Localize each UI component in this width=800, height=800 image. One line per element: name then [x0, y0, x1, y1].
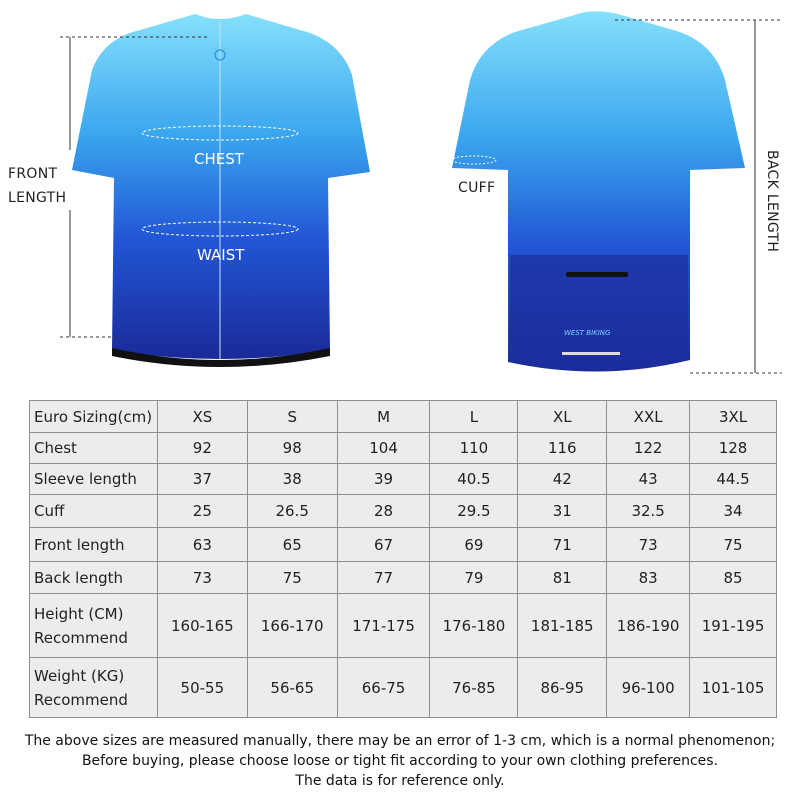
table-cell: 40.5 — [429, 463, 519, 495]
header-label: Euro Sizing(cm) — [29, 400, 158, 433]
table-cell: 31 — [517, 494, 608, 528]
size-header: 3XL — [689, 400, 777, 433]
table-row: Back length 73 75 77 79 81 83 85 — [29, 561, 777, 594]
table-cell: 44.5 — [689, 463, 777, 495]
table-cell: 75 — [689, 527, 777, 562]
table-row: Cuff 25 26.5 28 29.5 31 32.5 34 — [29, 494, 777, 528]
table-cell: 66-75 — [336, 657, 431, 718]
table-cell: 186-190 — [606, 593, 691, 658]
size-header: XXL — [606, 400, 691, 433]
table-cell: 191-195 — [689, 593, 777, 658]
table-cell: 56-65 — [246, 657, 338, 718]
brand-logo: WEST BIKING — [564, 329, 611, 337]
back-length-arrow — [615, 19, 782, 374]
table-cell: 67 — [336, 527, 431, 562]
table-cell: 65 — [246, 527, 338, 562]
back-length-label: BACK LENGTH — [764, 150, 780, 253]
table-cell: 104 — [336, 432, 431, 464]
table-cell: 39 — [336, 463, 431, 495]
table-cell: 76-85 — [429, 657, 519, 718]
table-cell: 116 — [517, 432, 608, 464]
table-cell: 34 — [689, 494, 777, 528]
size-table: Euro Sizing(cm) XS S M L XL XXL 3XL Chest 92 98 104… — [29, 400, 777, 718]
table-cell: 101-105 — [689, 657, 777, 718]
size-header: XS — [156, 400, 248, 433]
table-row: Sleeve length 37 38 39 40.5 42 43 44.5 — [29, 463, 777, 495]
table-cell: 160-165 — [156, 593, 248, 658]
front-length-arrow — [60, 36, 210, 338]
table-cell: 110 — [429, 432, 519, 464]
row-label: Height (CM) Recommend — [29, 593, 158, 658]
table-cell: 38 — [246, 463, 338, 495]
table-cell: 166-170 — [246, 593, 338, 658]
note-line-1: The above sizes are measured manually, t… — [24, 733, 776, 749]
front-length-label-line2: LENGTH — [8, 190, 67, 206]
table-cell: 43 — [606, 463, 691, 495]
table-cell: 98 — [246, 432, 338, 464]
cuff-label: CUFF — [458, 180, 496, 196]
table-cell: 122 — [606, 432, 691, 464]
table-cell: 81 — [517, 561, 608, 594]
table-cell: 32.5 — [606, 494, 691, 528]
table-cell: 28 — [336, 494, 431, 528]
table-row: Chest 92 98 104 110 116 122 128 — [29, 432, 777, 464]
front-jersey — [72, 14, 370, 367]
front-length-label: FRONT LENGTH — [8, 162, 66, 210]
table-cell: 86-95 — [517, 657, 608, 718]
row-label: Chest — [29, 432, 158, 464]
row-label-line: Recommend — [34, 690, 128, 709]
table-cell: 92 — [156, 432, 248, 464]
size-header: M — [336, 400, 431, 433]
row-label-line: Height (CM) — [34, 604, 124, 623]
table-row: Height (CM) Recommend 160-165 166-170 171-17… — [29, 593, 777, 658]
row-label-line: Weight (KG) — [34, 666, 125, 685]
row-label: Sleeve length — [29, 463, 158, 495]
table-row: Weight (KG) Recommend 50-55 56-65 66-75 76-85… — [29, 657, 777, 718]
row-label: Weight (KG) Recommend — [29, 657, 158, 718]
size-header: S — [246, 400, 338, 433]
table-cell: 128 — [689, 432, 777, 464]
table-cell: 37 — [156, 463, 248, 495]
table-cell: 176-180 — [429, 593, 519, 658]
row-label: Back length — [29, 561, 158, 594]
table-cell: 96-100 — [606, 657, 691, 718]
table-cell: 25 — [156, 494, 248, 528]
table-cell: 69 — [429, 527, 519, 562]
table-cell: 71 — [517, 527, 608, 562]
jersey-diagram — [60, 11, 782, 374]
back-jersey — [451, 11, 745, 372]
logo-icon — [214, 49, 226, 61]
note-line-3: The data is for reference only. — [295, 773, 505, 789]
table-cell: 26.5 — [246, 494, 338, 528]
table-cell: 50-55 — [156, 657, 248, 718]
table-cell: 171-175 — [336, 593, 431, 658]
size-header: L — [429, 400, 519, 433]
table-cell: 29.5 — [429, 494, 519, 528]
waist-label: WAIST — [197, 246, 245, 264]
table-cell: 77 — [336, 561, 431, 594]
row-label: Front length — [29, 527, 158, 562]
chest-label: CHEST — [194, 150, 244, 168]
size-header: XL — [517, 400, 608, 433]
front-length-label-line1: FRONT — [8, 166, 58, 182]
row-label-line: Recommend — [34, 628, 128, 647]
table-cell: 75 — [246, 561, 338, 594]
table-cell: 63 — [156, 527, 248, 562]
table-cell: 83 — [606, 561, 691, 594]
table-cell: 85 — [689, 561, 777, 594]
table-row: Front length 63 65 67 69 71 73 75 — [29, 527, 777, 562]
table-cell: 181-185 — [517, 593, 608, 658]
row-label: Cuff — [29, 494, 158, 528]
note-line-2: Before buying, please choose loose or ti… — [81, 753, 719, 769]
table-header-row: Euro Sizing(cm) XS S M L XL XXL 3XL — [29, 400, 777, 433]
table-cell: 73 — [156, 561, 248, 594]
table-cell: 73 — [606, 527, 691, 562]
table-cell: 42 — [517, 463, 608, 495]
table-cell: 79 — [429, 561, 519, 594]
